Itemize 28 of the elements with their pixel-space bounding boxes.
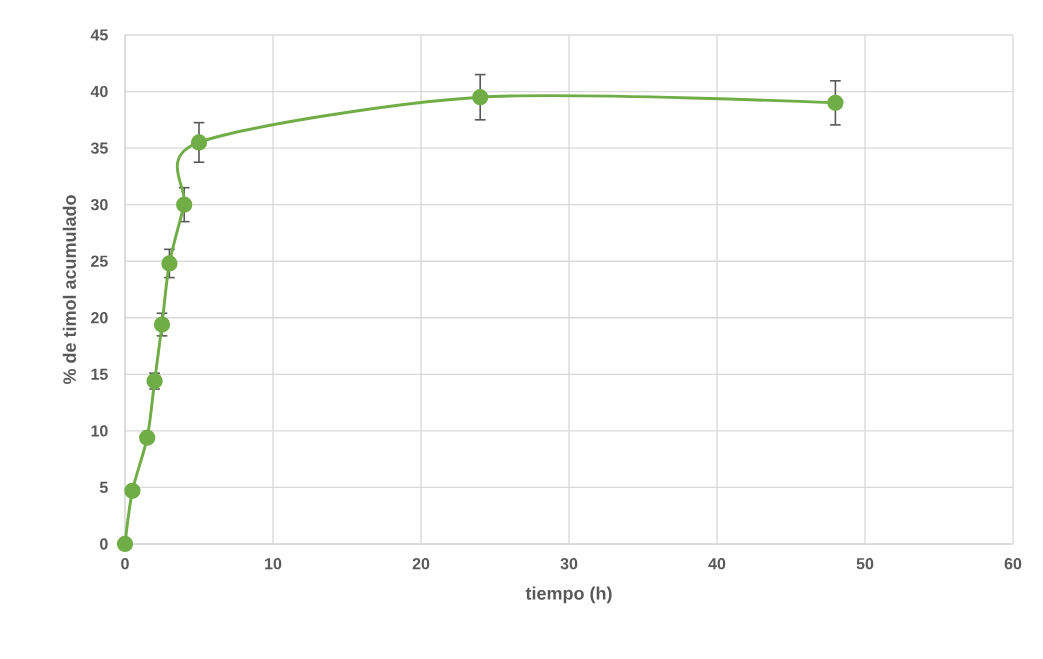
x-tick-label: 50 — [856, 558, 874, 570]
point — [153, 316, 171, 333]
point — [827, 94, 844, 111]
x-tick-label: 0 — [121, 558, 129, 570]
x-tick-label: 40 — [708, 558, 726, 570]
x-tick-label: 30 — [560, 558, 578, 570]
point — [124, 482, 141, 499]
y-tick-label: 45 — [90, 29, 108, 41]
point — [176, 196, 193, 213]
x-tick-label: 20 — [412, 558, 430, 570]
point — [190, 134, 208, 151]
point — [161, 255, 178, 272]
y-tick-label: 20 — [91, 312, 108, 324]
y-tick-label: 0 — [100, 538, 108, 550]
y-tick-label: 40 — [90, 85, 108, 98]
point — [116, 535, 134, 553]
y-tick-label: 30 — [90, 198, 108, 211]
point — [472, 89, 489, 106]
y-axis-title: % de timol acumulado — [62, 195, 76, 385]
y-tick-label: 25 — [91, 255, 108, 267]
x-axis-title: tiempo (h) — [525, 586, 612, 604]
point — [139, 429, 156, 446]
x-tick-label: 10 — [265, 558, 282, 570]
y-tick-label: 35 — [90, 142, 108, 154]
x-tick-label: 60 — [1004, 558, 1022, 570]
y-tick-label: 10 — [91, 425, 108, 437]
y-tick-label: 5 — [99, 481, 108, 493]
y-tick-label: 15 — [91, 368, 108, 380]
